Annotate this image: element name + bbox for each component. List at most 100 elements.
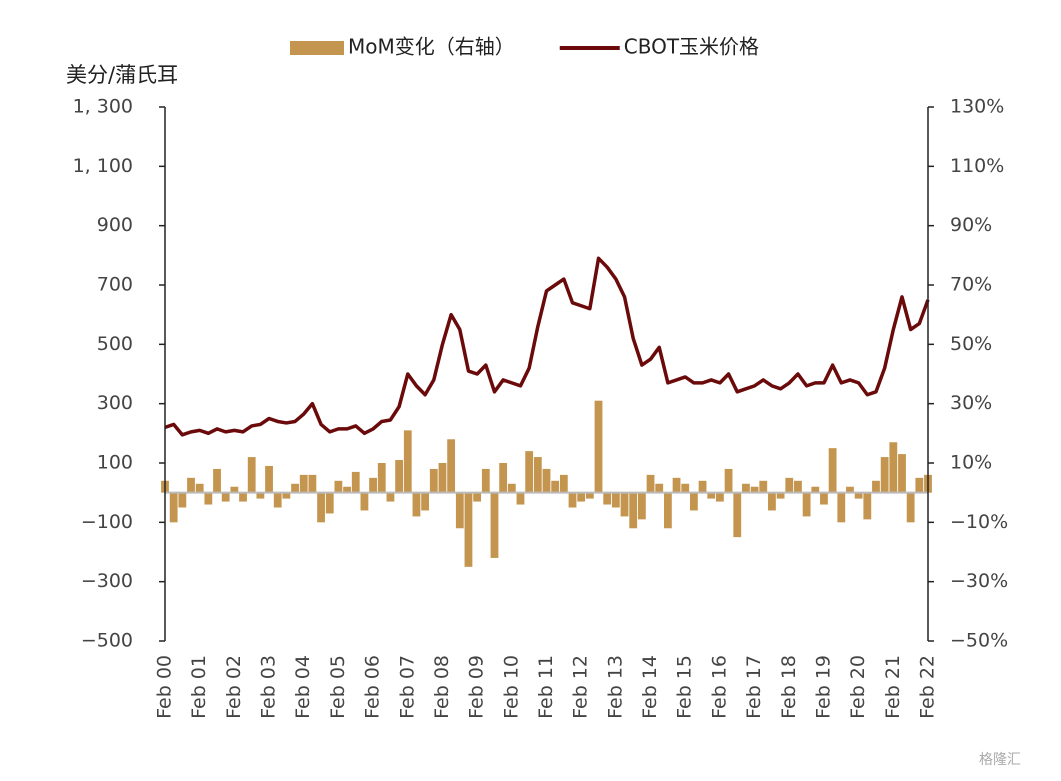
- bar: [915, 477, 924, 493]
- x-tick-label: Feb 09: [466, 655, 488, 719]
- bar: [343, 486, 351, 493]
- bar: [689, 492, 698, 511]
- bar: [351, 471, 360, 493]
- bar: [820, 492, 828, 505]
- x-tick-label: Feb 14: [639, 655, 661, 719]
- x-tick-label: Feb 11: [535, 655, 557, 719]
- bar: [898, 454, 906, 493]
- bar: [794, 480, 802, 493]
- x-tick-label: Feb 03: [258, 655, 280, 719]
- bar: [507, 483, 516, 493]
- legend-label: CBOT玉米价格: [624, 35, 759, 59]
- bar: [811, 486, 820, 493]
- y-tick-label: −300: [81, 570, 133, 592]
- bar: [594, 400, 603, 493]
- bar: [282, 492, 291, 499]
- x-tick-label: Feb 00: [154, 655, 176, 719]
- bar: [828, 448, 837, 493]
- bar: [542, 468, 551, 493]
- bar: [221, 492, 230, 502]
- bar: [299, 474, 308, 493]
- bar: [169, 492, 178, 523]
- y-tick-label: 1, 100: [73, 155, 133, 177]
- bar: [334, 480, 343, 493]
- bar: [533, 457, 542, 493]
- x-tick-label: Feb 15: [674, 655, 696, 719]
- bar: [906, 492, 915, 523]
- bar: [455, 492, 464, 529]
- bar: [802, 492, 811, 517]
- x-tick-label: Feb 05: [327, 655, 349, 719]
- y2-tick-label: 110%: [950, 155, 1004, 177]
- x-tick-label: Feb 21: [882, 655, 904, 719]
- x-tick-label: Feb 16: [708, 655, 730, 719]
- bar: [377, 463, 386, 493]
- x-tick-label: Feb 07: [396, 655, 418, 719]
- bar: [516, 492, 525, 505]
- bar: [646, 474, 655, 493]
- bar: [577, 492, 586, 502]
- y2-tick-label: 90%: [950, 214, 992, 236]
- bar: [213, 468, 221, 493]
- x-tick-label: Feb 22: [917, 655, 939, 719]
- x-tick-label: Feb 10: [500, 655, 522, 719]
- bar: [490, 492, 499, 558]
- bar: [429, 468, 438, 493]
- y-tick-label: 100: [97, 452, 133, 474]
- bar: [620, 492, 629, 517]
- bar: [447, 439, 456, 493]
- legend-label: MoM变化（右轴）: [348, 35, 515, 59]
- y-axis-title: 美分/蒲氏耳: [66, 63, 178, 87]
- bar: [265, 465, 273, 493]
- bar: [412, 492, 421, 517]
- x-tick-label: Feb 06: [362, 655, 384, 719]
- y-tick-label: 300: [97, 392, 133, 414]
- bar: [386, 492, 395, 502]
- bar: [256, 492, 265, 499]
- bar: [325, 492, 334, 514]
- bar: [698, 480, 707, 493]
- bar: [637, 492, 646, 520]
- bar: [559, 474, 568, 493]
- x-tick-label: Feb 20: [847, 655, 869, 719]
- bar: [230, 486, 239, 493]
- y2-tick-label: 70%: [950, 274, 992, 296]
- bar: [837, 492, 846, 523]
- bar: [568, 492, 577, 508]
- bar: [551, 480, 560, 493]
- y-tick-label: −100: [81, 511, 133, 533]
- bar: [776, 492, 785, 499]
- bar: [655, 483, 664, 493]
- bar: [178, 492, 187, 508]
- bar: [360, 492, 369, 511]
- bar: [846, 486, 854, 493]
- bar: [759, 480, 768, 493]
- bar: [403, 430, 412, 493]
- bar: [872, 480, 880, 493]
- bar: [880, 457, 889, 493]
- y2-tick-label: 30%: [950, 392, 992, 414]
- y2-tick-label: 130%: [950, 96, 1004, 118]
- x-tick-label: Feb 12: [570, 655, 592, 719]
- legend-swatch: [290, 41, 344, 55]
- price-line: [164, 256, 930, 437]
- y2-tick-label: −50%: [950, 630, 1008, 652]
- bar: [854, 492, 863, 499]
- x-tick-label: Feb 08: [431, 655, 453, 719]
- x-tick-label: Feb 17: [743, 655, 765, 719]
- bar: [585, 492, 594, 499]
- bar: [438, 463, 447, 493]
- y2-tick-label: 10%: [950, 452, 992, 474]
- x-tick-label: Feb 19: [812, 655, 834, 719]
- bar: [421, 492, 430, 511]
- x-tick-label: Feb 18: [778, 655, 800, 719]
- bar: [195, 483, 204, 493]
- bar: [863, 492, 872, 520]
- bar: [603, 492, 612, 505]
- bar: [204, 492, 213, 505]
- bar: [629, 492, 638, 529]
- bar: [663, 492, 672, 529]
- y2-tick-label: −30%: [950, 570, 1008, 592]
- bar: [672, 477, 681, 493]
